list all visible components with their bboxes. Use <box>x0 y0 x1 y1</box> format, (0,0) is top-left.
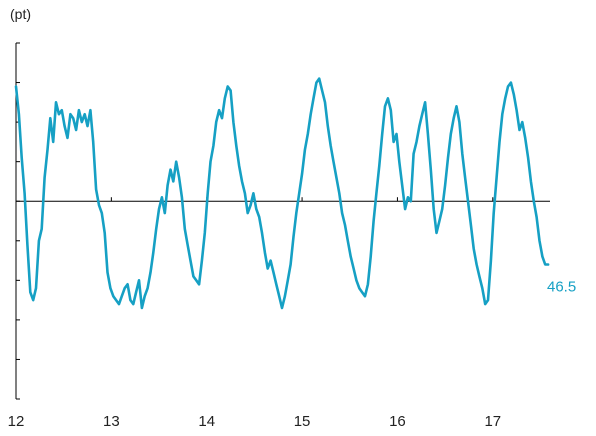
labels: 12 13 14 15 16 17 46.5 <box>8 279 577 430</box>
axes <box>15 42 550 400</box>
x-tick-label: 16 <box>389 413 406 430</box>
x-tick-label: 12 <box>8 413 25 430</box>
x-tick-label: 13 <box>103 413 120 430</box>
x-tick-label: 14 <box>198 413 215 430</box>
x-tick-label: 15 <box>294 413 311 430</box>
x-tick-label: 17 <box>484 413 501 430</box>
y-axis-unit-label: (pt) <box>10 6 31 22</box>
series-line <box>14 77 550 310</box>
end-value-label: 46.5 <box>547 279 576 296</box>
series-layer <box>14 77 550 310</box>
